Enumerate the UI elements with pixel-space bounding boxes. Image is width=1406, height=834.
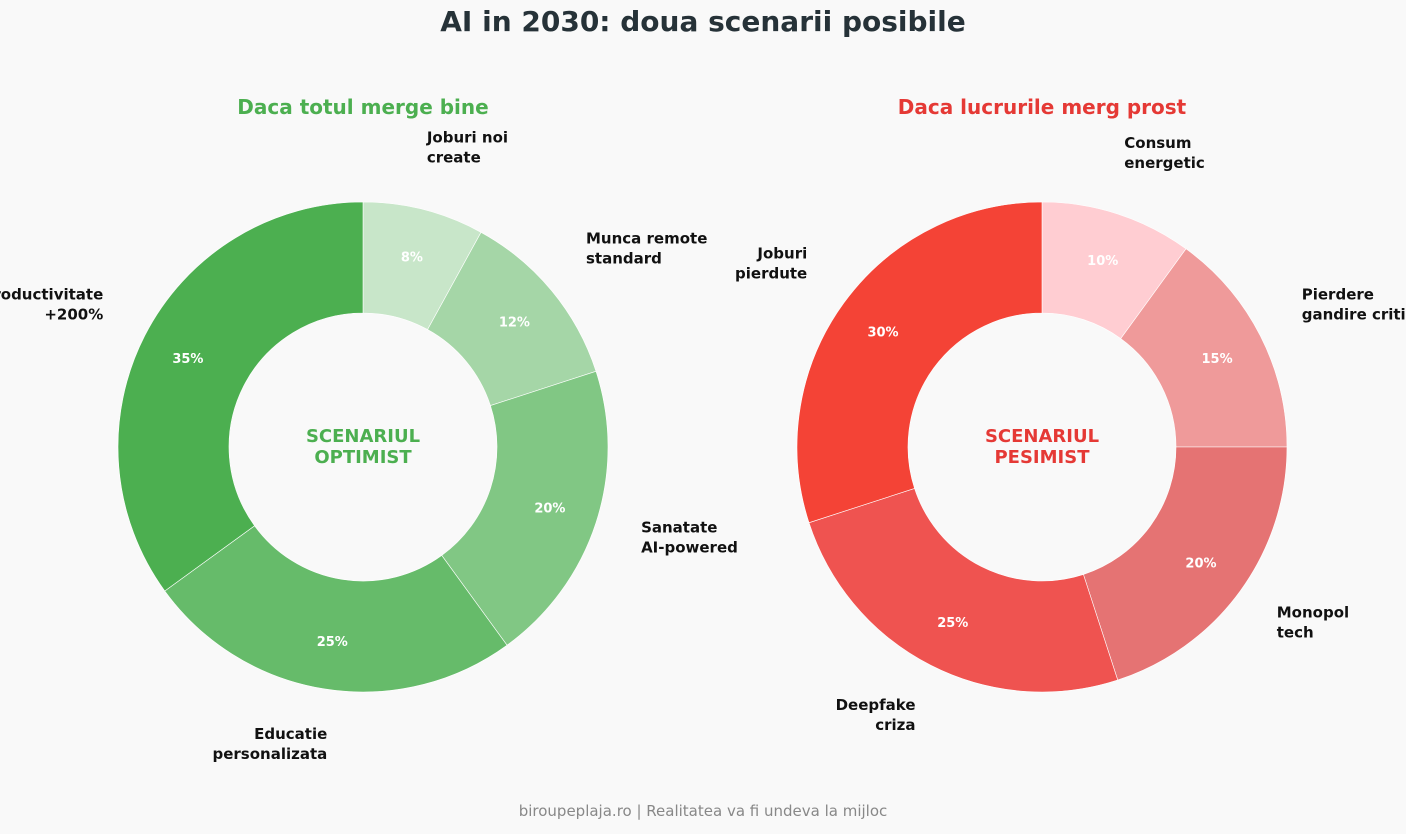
pessimist-slice-4: [796, 201, 1043, 524]
optimist-category-label-3: Educatie personalizata: [213, 725, 328, 763]
pessimist-center-label: SCENARIUL PESIMIST: [985, 426, 1099, 468]
pessimist-slice-3: [808, 488, 1119, 693]
optimist-category-label-2: Sanatate AI-powered: [641, 518, 738, 556]
optimist-category-label-1: Munca remote standard: [586, 230, 707, 268]
optimist-value-label-1: 12%: [499, 316, 530, 331]
optimist-center-label: SCENARIUL OPTIMIST: [306, 426, 420, 468]
optimist-slice-4: [117, 201, 364, 592]
pessimist-value-label-0: 10%: [1087, 254, 1118, 269]
optimist-category-label-4: Productivitate+200%: [0, 286, 103, 324]
pessimist-value-label-3: 25%: [937, 616, 968, 631]
optimist-value-label-3: 25%: [317, 635, 348, 650]
optimist-value-label-4: 35%: [172, 352, 203, 367]
optimist-category-label-0: Joburi noi create: [426, 129, 508, 167]
pessimist-value-label-1: 15%: [1202, 352, 1233, 367]
pessimist-category-label-3: Deepfake criza: [836, 696, 916, 734]
pessimist-chart-title: Daca lucrurile merg prost: [897, 95, 1187, 119]
optimist-value-label-2: 20%: [534, 502, 565, 517]
pessimist-value-label-2: 20%: [1185, 556, 1216, 571]
pessimist-category-label-2: Monopol tech: [1277, 603, 1349, 641]
pessimist-category-label-0: Consum energetic: [1124, 134, 1205, 172]
footer-source: biroupeplaja.ro | Realitatea va fi undev…: [518, 802, 888, 820]
pessimist-slice-2: [1083, 446, 1288, 681]
optimist-slice-3: [164, 525, 508, 693]
optimist-value-label-0: 8%: [401, 251, 423, 266]
chart-title: AI in 2030: doua scenarii posibile: [440, 5, 966, 38]
pessimist-category-label-4: Joburi pierdute: [735, 245, 807, 283]
optimist-slice-2: [441, 370, 609, 646]
pessimist-value-label-4: 30%: [867, 326, 898, 341]
optimist-chart-title: Daca totul merge bine: [237, 95, 489, 119]
